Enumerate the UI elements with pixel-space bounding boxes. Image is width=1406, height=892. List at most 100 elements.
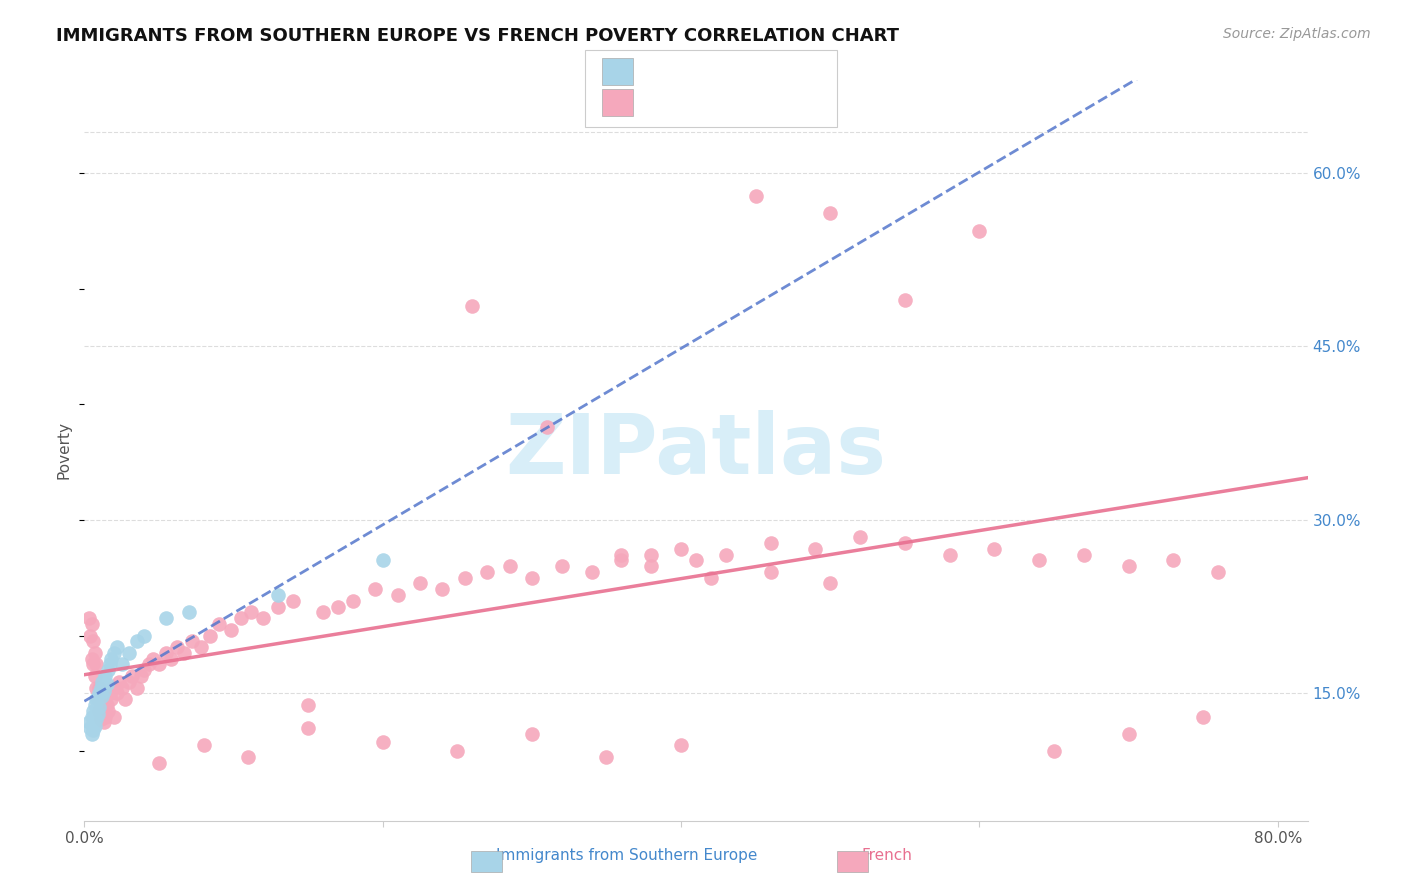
Point [118,646,141,660]
Text: French: French [862,848,912,863]
Bar [602,58,633,85]
Point [894,293,917,307]
Point [759,536,782,550]
Point [82,657,104,672]
Point [759,565,782,579]
Point [432,582,454,597]
Point [1163,553,1185,567]
Point [87,692,110,706]
Point [849,530,872,544]
Point [79,628,101,642]
Point [595,750,617,764]
Point [283,594,305,608]
Point [312,606,335,620]
Point [83,698,105,712]
Point [91,700,114,714]
Bar [602,89,633,116]
Point [93,715,115,730]
Point [100,651,122,665]
Point [77,611,100,625]
Point [84,692,107,706]
Point [498,559,520,574]
Point [894,536,917,550]
Point [93,692,115,706]
Point [89,681,111,695]
Point [89,700,111,714]
Point [87,707,110,722]
Point [536,420,558,434]
Point [89,704,111,718]
Point [98,686,121,700]
Point [219,623,242,637]
Point [700,571,723,585]
Point [475,565,498,579]
Point [240,606,263,620]
Text: 32: 32 [773,62,797,80]
Point [89,686,111,700]
Point [520,727,543,741]
Point [238,750,260,764]
Point [1206,565,1229,579]
Point [714,548,737,562]
Text: ZIPatlas: ZIPatlas [506,410,886,491]
Point [98,657,121,672]
Point [520,571,543,585]
Point [103,646,125,660]
Point [90,712,112,726]
Point [84,681,107,695]
Point [297,698,319,712]
Point [938,548,960,562]
Point [454,571,477,585]
Point [190,640,212,654]
Point [1028,553,1050,567]
Point [461,299,484,313]
Point [148,756,170,770]
Point [252,611,274,625]
Point [101,681,124,695]
Point [818,206,841,220]
Point [82,634,104,648]
Point [138,657,160,672]
Point [640,548,662,562]
Point [96,677,118,691]
Point [610,553,633,567]
Text: Immigrants from Southern Europe: Immigrants from Southern Europe [496,848,758,863]
Point [371,735,394,749]
Point [114,692,136,706]
Bar [471,851,502,872]
Point [669,739,692,753]
Point [80,709,103,723]
Point [155,611,177,625]
Point [669,541,692,556]
Point [198,628,221,642]
Text: R =: R = [647,62,683,80]
Point [82,704,104,718]
Point [90,689,112,703]
Point [551,559,574,574]
Text: Source: ZipAtlas.com: Source: ZipAtlas.com [1223,27,1371,41]
Point [80,617,103,632]
Point [125,681,148,695]
Point [207,617,229,632]
Point [342,594,364,608]
Point [80,727,103,741]
Point [82,723,104,738]
Point [90,681,112,695]
Point [125,634,148,648]
Point [1118,559,1140,574]
Text: 0.192: 0.192 [693,94,745,112]
Point [685,553,707,567]
Point [229,611,252,625]
Text: N =: N = [734,62,770,80]
Point [83,646,105,660]
Text: IMMIGRANTS FROM SOUTHERN EUROPE VS FRENCH POVERTY CORRELATION CHART: IMMIGRANTS FROM SOUTHERN EUROPE VS FRENC… [56,27,900,45]
Point [160,651,183,665]
Point [121,669,143,683]
Point [91,689,114,703]
Point [267,599,290,614]
Point [83,669,105,683]
Point [83,719,105,733]
Point [409,576,432,591]
Point [177,606,200,620]
Point [173,646,195,660]
